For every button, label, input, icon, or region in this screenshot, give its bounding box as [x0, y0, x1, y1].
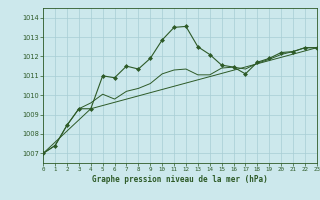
X-axis label: Graphe pression niveau de la mer (hPa): Graphe pression niveau de la mer (hPa): [92, 175, 268, 184]
